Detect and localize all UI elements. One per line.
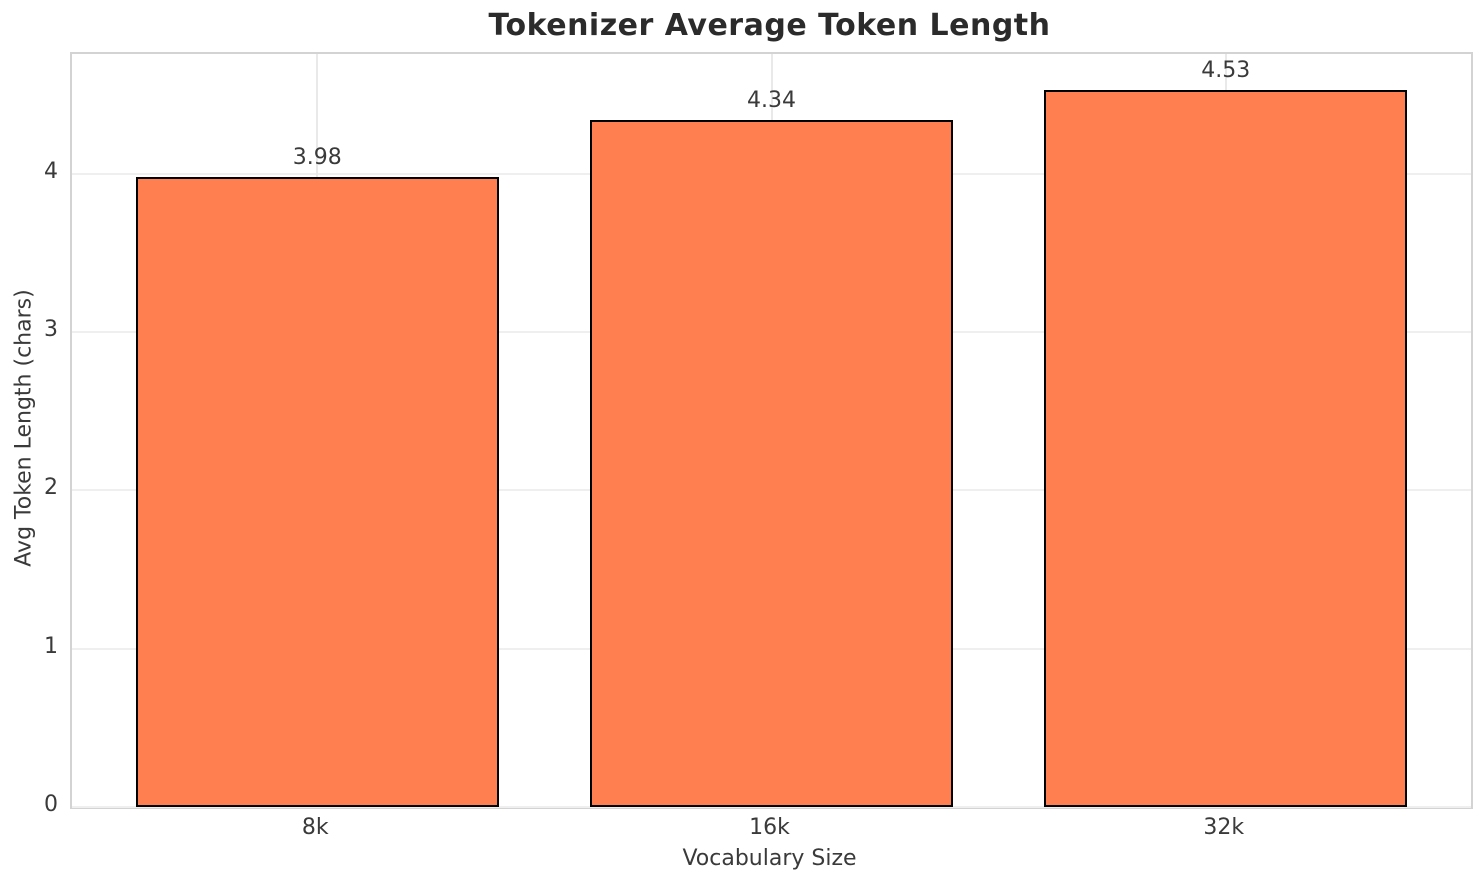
x-axis-label: Vocabulary Size <box>682 846 857 871</box>
y-tick-label: 2 <box>44 475 58 501</box>
bar-value-label: 4.34 <box>747 88 796 113</box>
y-tick-label: 0 <box>44 792 58 817</box>
bar-value-label: 4.53 <box>1201 57 1251 83</box>
bar <box>135 177 499 807</box>
y-tick-label: 4 <box>44 158 58 184</box>
chart-title: Tokenizer Average Token Length <box>488 8 1051 43</box>
x-tick-label: 8k <box>301 815 329 840</box>
bar-value-label: 3.98 <box>292 144 342 170</box>
plot-area: 3.98 4.34 4.53 <box>70 52 1473 809</box>
bar <box>1044 89 1408 807</box>
y-tick-label: 3 <box>44 317 58 343</box>
x-tick-label: 16k <box>749 815 790 840</box>
y-tick-label: 1 <box>44 633 58 659</box>
bar <box>589 120 954 807</box>
x-tick-label: 32k <box>1203 815 1245 840</box>
gridline-h <box>72 806 1471 808</box>
